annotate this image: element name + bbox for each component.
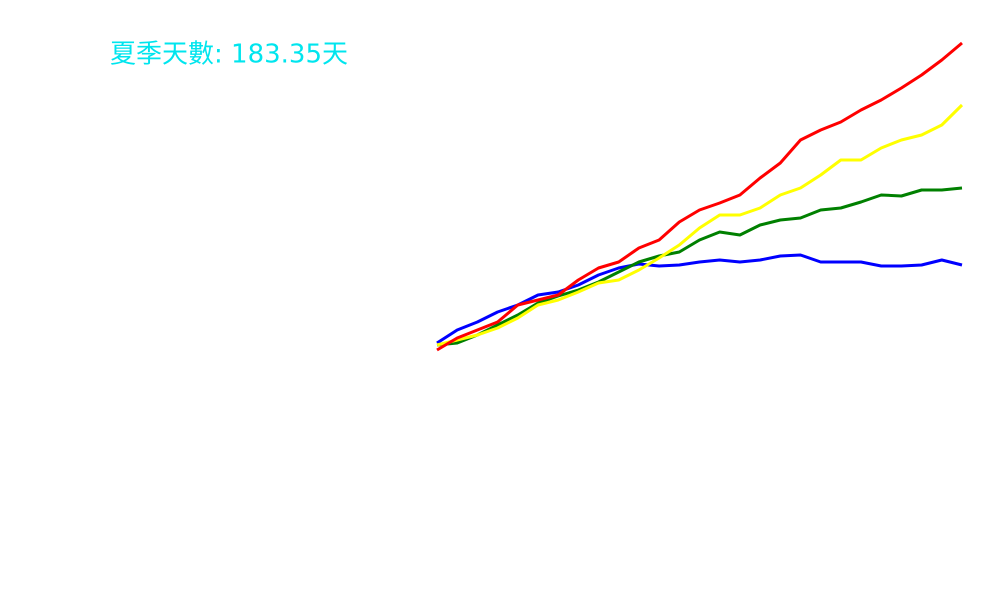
series-line <box>436 41 963 352</box>
chart-title: 夏季天數: 183.35天 <box>110 40 348 70</box>
series-line <box>436 253 963 345</box>
series-line <box>436 186 963 347</box>
series-line <box>436 103 964 347</box>
